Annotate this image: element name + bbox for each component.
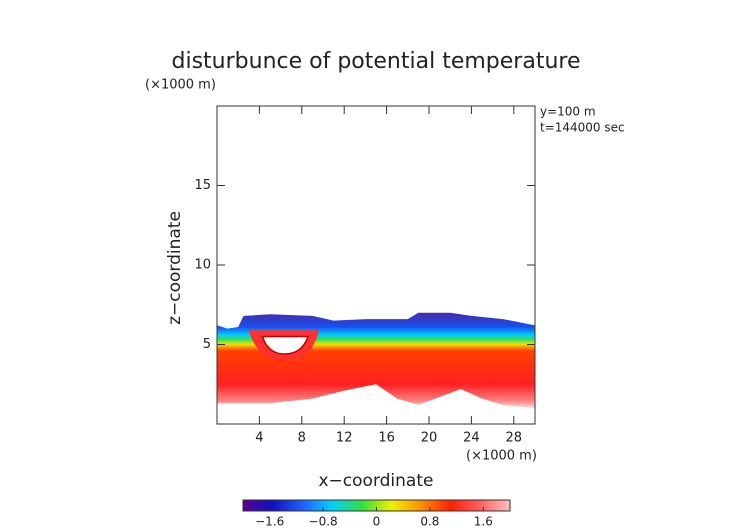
colorbar-tick-label: 0 bbox=[373, 515, 381, 529]
annotation: t=144000 sec bbox=[540, 121, 625, 135]
annotation: y=100 m bbox=[540, 105, 596, 119]
y-tick-label: 10 bbox=[194, 258, 211, 273]
colorbar-tick-label: −1.6 bbox=[255, 515, 284, 529]
x-unit: (×1000 m) bbox=[466, 449, 537, 464]
chart-title: disturbunce of potential temperature bbox=[172, 49, 581, 74]
bubble bbox=[261, 335, 310, 355]
x-tick-label: 4 bbox=[255, 431, 263, 446]
x-tick-label: 24 bbox=[463, 431, 480, 446]
y-tick-label: 15 bbox=[194, 178, 211, 193]
y-unit: (×1000 m) bbox=[145, 78, 216, 93]
field-region bbox=[217, 312, 535, 409]
colorbar-tick-label: 1.6 bbox=[474, 515, 493, 529]
x-tick-label: 16 bbox=[378, 431, 395, 446]
field bbox=[217, 312, 535, 409]
x-tick-label: 12 bbox=[336, 431, 353, 446]
colorbar-tick-label: 0.8 bbox=[420, 515, 439, 529]
x-tick-label: 28 bbox=[506, 431, 523, 446]
y-axis-label: z−coordinate bbox=[165, 211, 185, 325]
y-tick-label: 5 bbox=[203, 337, 211, 352]
x-tick-label: 8 bbox=[298, 431, 306, 446]
colorbar-tick-label: −0.8 bbox=[309, 515, 338, 529]
x-tick-label: 20 bbox=[421, 431, 438, 446]
x-axis-label: x−coordinate bbox=[319, 471, 434, 491]
